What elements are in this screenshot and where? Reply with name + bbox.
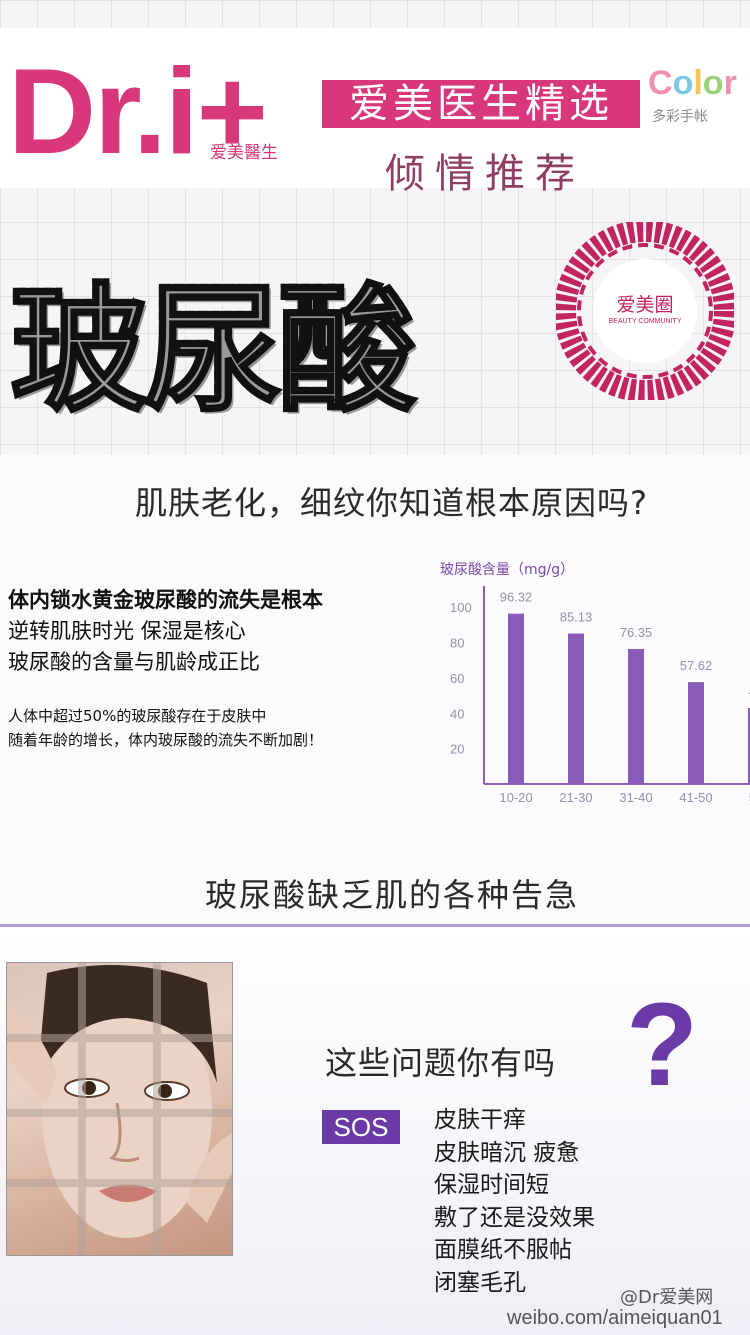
x-tick-label: 31-40 — [619, 790, 652, 805]
hyaluronic-acid-chart: 玻尿酸含量（mg/g） 20 40 60 80 100 96.32 10-20 85.13 21… — [440, 562, 750, 805]
explanation-line: 逆转肌肤时光 保湿是核心 — [8, 619, 246, 643]
aging-question: 肌肤老化，细纹你知道根本原因吗? — [135, 484, 648, 522]
y-tick-label: 40 — [450, 706, 464, 721]
badge-sub: BEAUTY COMMUNITY — [608, 318, 682, 325]
x-tick-label: 21-30 — [559, 790, 592, 805]
weibo-url: weibo.com/aimeiquan01 — [507, 1307, 723, 1329]
recommend-banner: 爱美医生精选 — [322, 80, 640, 128]
bar — [748, 707, 750, 784]
section-divider — [0, 924, 750, 927]
color-letter: r — [723, 64, 737, 102]
beauty-community-badge — [556, 222, 734, 400]
recommend-subtitle: 倾情推荐 — [385, 151, 585, 197]
bar — [508, 613, 524, 784]
deficiency-title: 玻尿酸缺乏肌的各种告急 — [205, 876, 580, 914]
color-logo: Color — [648, 64, 737, 103]
color-letter: C — [648, 64, 673, 102]
y-tick-label: 80 — [450, 636, 464, 651]
explanation-line: 体内锁水黄金玻尿酸的流失是根本 — [8, 588, 323, 612]
header: Dr.i+ 爱美醫生 爱美医生精选 倾情推荐 Color 多彩手帐 — [0, 28, 750, 197]
problem-question: 这些问题你有吗 — [325, 1044, 557, 1082]
color-letter: o — [672, 64, 694, 102]
main-title-text: 玻尿酸 — [8, 269, 417, 433]
bar-value-label: 96.32 — [500, 590, 533, 605]
chart-title: 玻尿酸含量（mg/g） — [440, 562, 574, 578]
explanation-block: 体内锁水黄金玻尿酸的流失是根本 逆转肌肤时光 保湿是核心 玻尿酸的含量与肌龄成正… — [8, 585, 323, 752]
y-tick-label: 100 — [450, 600, 472, 615]
bar — [568, 633, 584, 784]
bar — [688, 682, 704, 784]
explanation-note: 人体中超过50%的玻尿酸存在于皮肤中 — [8, 707, 267, 725]
color-letter: l — [693, 64, 703, 102]
dri-logo: Dr.i+ — [8, 43, 268, 179]
question-mark-icon: ? — [626, 979, 699, 1111]
bar — [628, 649, 644, 784]
symptom-item: 皮肤干痒 — [434, 1107, 526, 1133]
bar-value-label: 76.35 — [620, 625, 653, 640]
x-tick-label: 10-20 — [499, 790, 532, 805]
weibo-handle: @Dr爱美网 — [620, 1287, 714, 1308]
dri-logo-text: Dr.i+ — [8, 43, 268, 179]
bar-value-label: 85.13 — [560, 610, 593, 625]
symptom-item: 保湿时间短 — [434, 1172, 549, 1198]
symptom-list: 皮肤干痒 皮肤暗沉 疲惫 保湿时间短 敷了还是没效果 面膜纸不服帖 闭塞毛孔 — [434, 1104, 595, 1299]
symptom-item: 面膜纸不服帖 — [434, 1237, 572, 1263]
explanation-line: 玻尿酸的含量与肌龄成正比 — [8, 650, 260, 674]
symptom-item: 皮肤暗沉 疲惫 — [434, 1139, 580, 1166]
x-tick-label: 41-50 — [679, 790, 712, 805]
color-letter: o — [702, 64, 724, 102]
badge-name: 爱美圈 — [616, 294, 674, 316]
explanation-note: 随着年龄的增长，体内玻尿酸的流失不断加剧！ — [8, 731, 324, 749]
y-tick-label: 60 — [450, 671, 464, 686]
dri-logo-subtitle: 爱美醫生 — [210, 143, 278, 163]
color-logo-subtitle: 多彩手帐 — [652, 109, 708, 125]
face-photo — [6, 962, 233, 1256]
x-tick-label: 51 — [749, 790, 750, 805]
face-illustration — [7, 963, 232, 1255]
symptom-item: 闭塞毛孔 — [434, 1269, 526, 1296]
main-title: 玻尿酸 — [8, 238, 417, 438]
bar-value-label: 43 — [749, 684, 750, 699]
bar-value-label: 57.62 — [680, 658, 713, 673]
symptom-item: 敷了还是没效果 — [434, 1204, 595, 1231]
y-tick-label: 20 — [450, 742, 464, 757]
badge-label: 爱美圈 BEAUTY COMMUNITY — [596, 294, 694, 334]
sos-badge: SOS — [322, 1110, 400, 1144]
